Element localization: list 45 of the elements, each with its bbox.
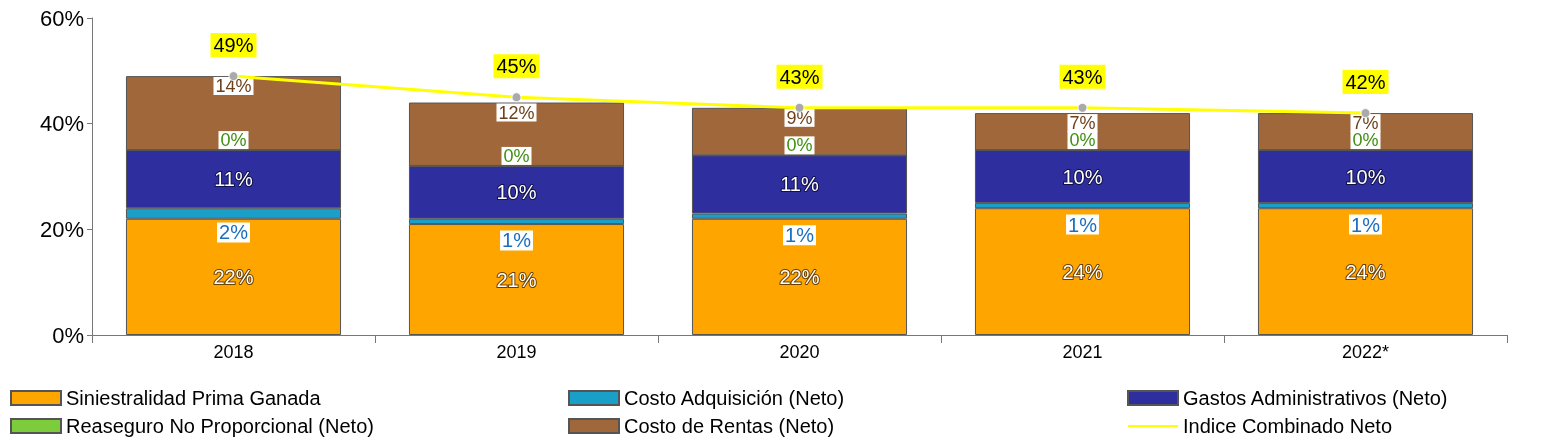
data-label: 10% xyxy=(1345,165,1386,188)
x-tick-label: 2018 xyxy=(213,342,254,362)
data-label: 43% xyxy=(779,65,820,88)
x-tick-label: 2019 xyxy=(496,342,537,362)
legend-label: Reaseguro No Proporcional (Neto) xyxy=(66,415,374,437)
data-label: 1% xyxy=(502,229,532,252)
data-label: 0% xyxy=(220,130,247,151)
data-label: 12% xyxy=(498,102,535,123)
data-label: 0% xyxy=(786,135,813,156)
data-label: 24% xyxy=(1345,260,1386,283)
data-label: 2% xyxy=(219,221,249,244)
data-label: 22% xyxy=(213,265,254,288)
data-label: 1% xyxy=(1068,213,1098,236)
data-label: 24% xyxy=(1062,260,1103,283)
data-label: 49% xyxy=(213,34,254,57)
x-tick-label: 2021 xyxy=(1062,342,1103,362)
data-label: 14% xyxy=(215,76,252,97)
y-tick-label: 0% xyxy=(52,322,84,348)
legend-label: Costo Adquisición (Neto) xyxy=(624,387,845,409)
y-tick-label: 20% xyxy=(39,216,84,242)
data-label: 9% xyxy=(786,107,813,128)
data-label: 11% xyxy=(214,168,253,191)
data-label: 43% xyxy=(1062,65,1103,88)
data-label: 7% xyxy=(1069,113,1096,134)
data-label: 0% xyxy=(1352,130,1379,151)
data-label: 42% xyxy=(1345,71,1386,94)
data-label: 0% xyxy=(503,145,530,166)
x-tick-label: 2020 xyxy=(779,342,820,362)
data-label: 21% xyxy=(496,268,537,291)
data-label: 10% xyxy=(496,181,537,204)
data-label: 10% xyxy=(1062,165,1103,188)
data-label: 1% xyxy=(785,224,815,247)
legend-label: Siniestralidad Prima Ganada xyxy=(66,387,322,409)
data-label: 45% xyxy=(496,55,537,78)
y-tick-label: 60% xyxy=(39,5,84,31)
y-tick-label: 40% xyxy=(39,111,84,137)
data-label: 22% xyxy=(779,265,820,288)
data-label: 7% xyxy=(1352,113,1379,134)
data-label: 11% xyxy=(780,173,819,196)
data-label: 1% xyxy=(1351,213,1381,236)
x-tick-label: 2022* xyxy=(1341,342,1390,362)
legend-label: Indice Combinado Neto xyxy=(1183,415,1393,437)
data-label: 0% xyxy=(1069,130,1096,151)
legend-label: Gastos Administrativos (Neto) xyxy=(1183,387,1448,409)
legend-label: Costo de Rentas (Neto) xyxy=(624,415,835,437)
